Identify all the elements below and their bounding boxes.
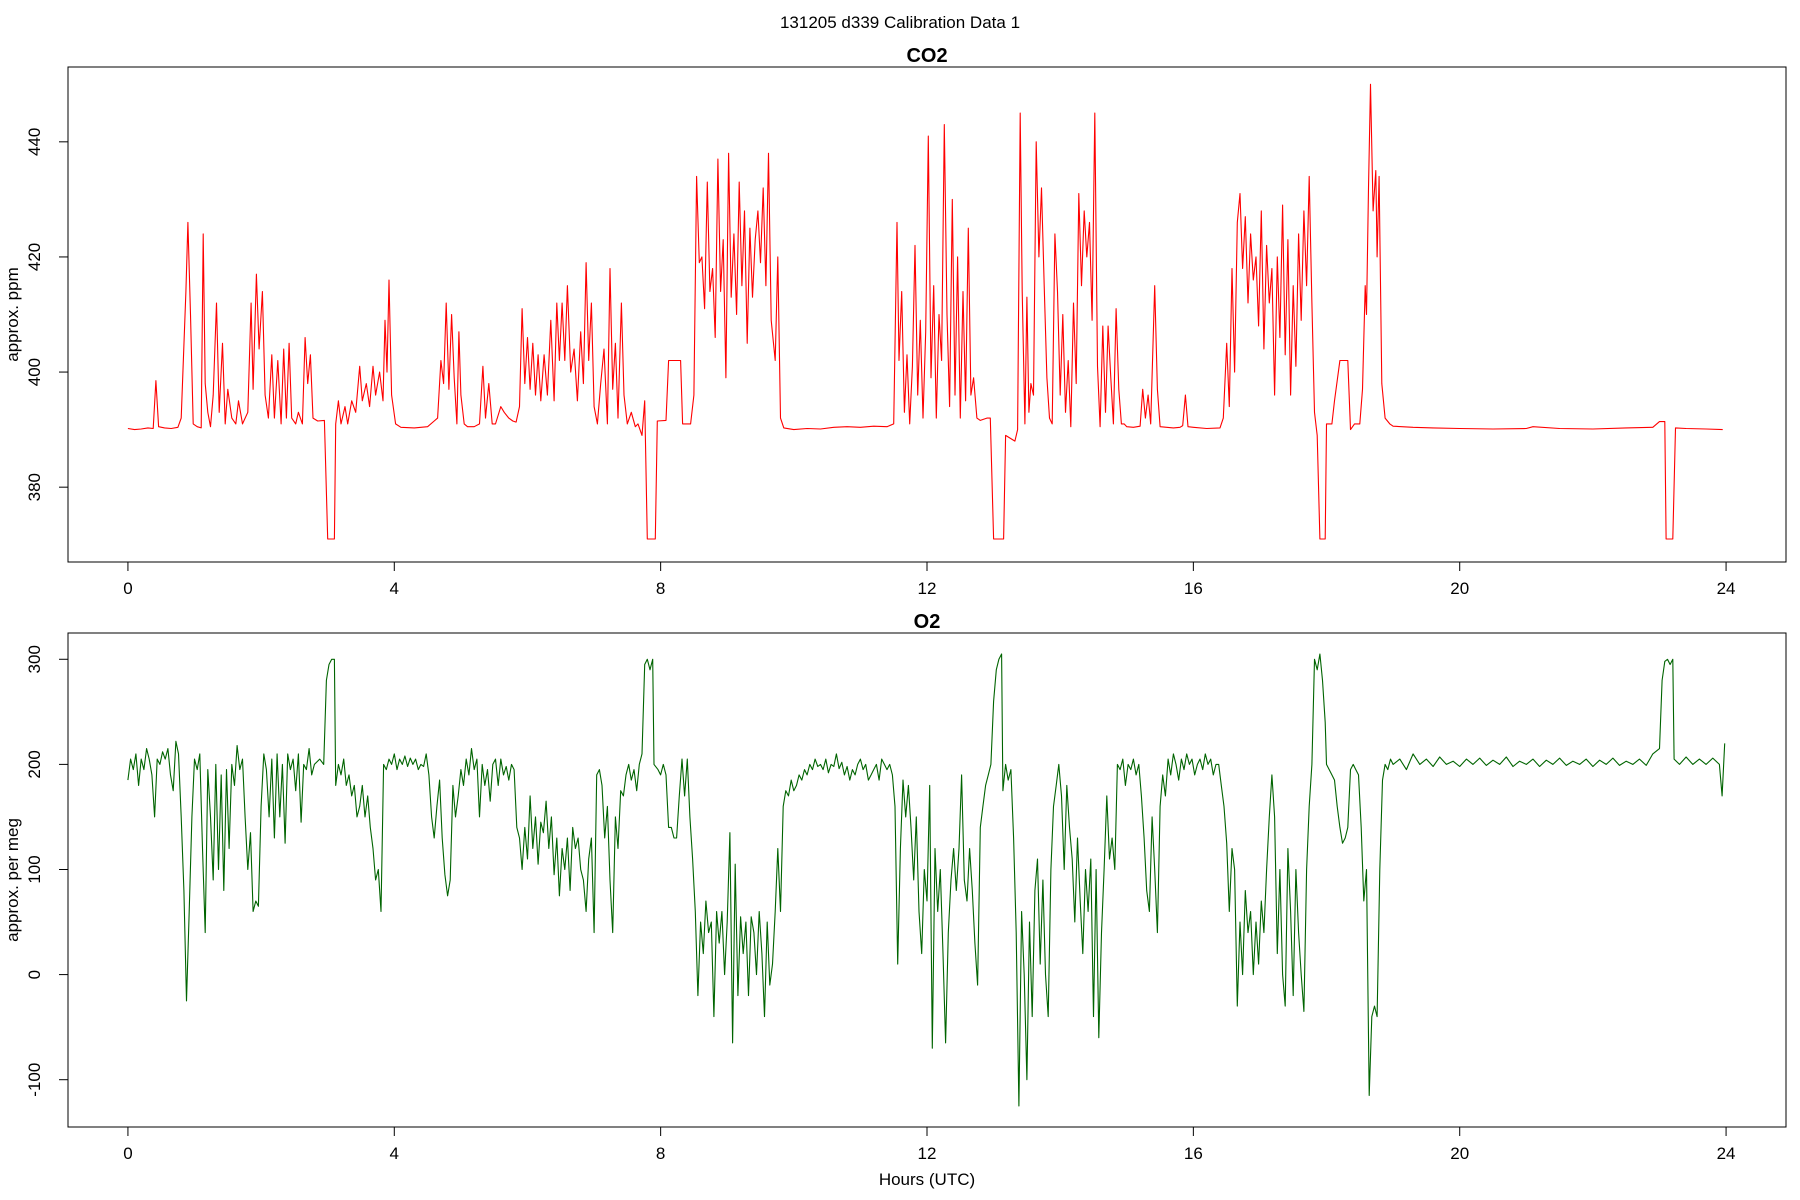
co2-x-tick-label: 24: [1717, 579, 1736, 598]
figure-title: 131205 d339 Calibration Data 1: [780, 13, 1020, 32]
co2-y-tick-label: 400: [25, 358, 44, 386]
o2-panel-title: O2: [914, 611, 941, 633]
o2-x-tick-label: 0: [123, 1144, 132, 1163]
co2-x-tick-label: 8: [656, 579, 665, 598]
o2-x-axis: 0 4 8 12 16 20 24: [123, 1126, 1736, 1163]
o2-x-tick-label: 16: [1184, 1144, 1203, 1163]
co2-series-group: [127, 83, 1723, 540]
co2-panel: CO2 0 4 8 12 16 20 24 380 400 420 440 approx. ppm: [3, 45, 1787, 598]
co2-x-tick-label: 12: [918, 579, 937, 598]
co2-x-tick-label: 16: [1184, 579, 1203, 598]
o2-y-tick-label: -100: [25, 1063, 44, 1097]
o2-x-tick-label: 4: [390, 1144, 399, 1163]
co2-panel-title: CO2: [906, 45, 947, 67]
co2-y-tick-label: 440: [25, 128, 44, 156]
o2-y-tick-label: 0: [25, 970, 44, 979]
o2-y-axis-label: approx. per meg: [3, 818, 22, 942]
o2-x-tick-label: 8: [656, 1144, 665, 1163]
o2-panel: O2 0 4 8 12 16 20 24 -100 0 100 200 300 approx. pe…: [3, 611, 1787, 1189]
co2-y-tick-label: 420: [25, 243, 44, 271]
co2-y-axis-label: approx. ppm: [3, 267, 22, 362]
co2-x-tick-label: 0: [123, 579, 132, 598]
co2-y-axis: 380 400 420 440: [25, 128, 69, 501]
co2-x-tick-label: 4: [390, 579, 399, 598]
o2-y-axis: -100 0 100 200 300: [25, 645, 69, 1097]
co2-series-line: [127, 83, 1723, 540]
o2-y-tick-label: 200: [25, 750, 44, 778]
co2-x-axis: 0 4 8 12 16 20 24: [123, 561, 1736, 598]
o2-x-tick-label: 12: [918, 1144, 937, 1163]
o2-x-tick-label: 24: [1717, 1144, 1736, 1163]
o2-series-group: [127, 653, 1726, 1107]
o2-y-tick-label: 100: [25, 855, 44, 883]
co2-y-tick-label: 380: [25, 473, 44, 501]
o2-series-line: [127, 653, 1726, 1107]
o2-y-tick-label: 300: [25, 645, 44, 673]
co2-x-tick-label: 20: [1450, 579, 1469, 598]
o2-x-tick-label: 20: [1450, 1144, 1469, 1163]
o2-x-axis-label: Hours (UTC): [879, 1170, 975, 1189]
